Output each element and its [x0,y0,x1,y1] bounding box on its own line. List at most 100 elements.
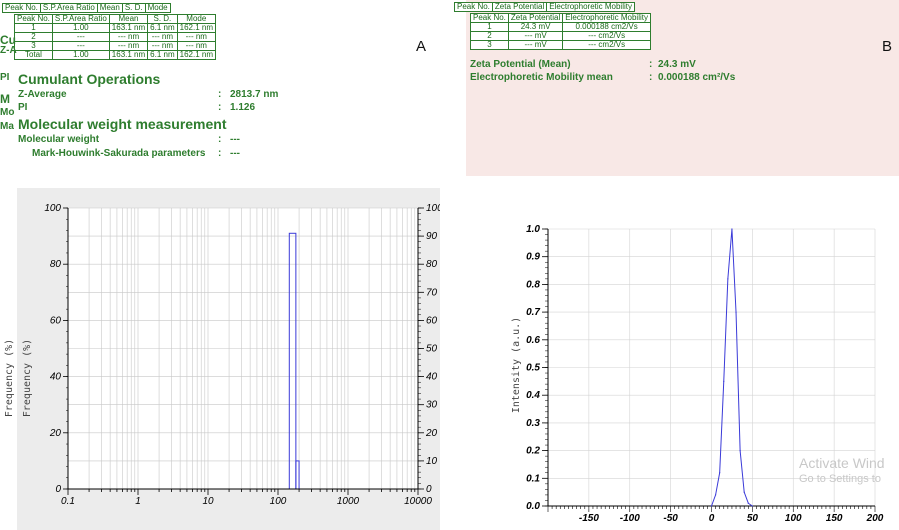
table-cell: 162.1 nm [176,50,216,60]
table-cell: 163.1 nm [108,50,149,60]
panel-a-label: A [416,38,427,55]
em-mean-value: 0.000188 cm²/Vs [658,72,736,83]
x-tick-label: -100 [620,513,640,524]
y-tick-label: 20 [49,428,62,439]
mhs-label: Mark-Houwink-Sakurada parameters [32,148,206,159]
overlap-fragment: Ma [0,121,14,132]
zeta-tab: Zeta Potential [491,2,548,12]
x-tick-label: 10 [202,496,214,507]
y2-tick-label: 30 [426,400,438,411]
mw-sep: : [218,134,222,145]
pi-value: 1.126 [230,102,256,113]
table-cell: --- mV [507,40,564,50]
data-point [735,311,737,313]
y-tick-label: 0.6 [526,335,540,346]
y-tick-label: 0.0 [526,501,540,512]
panel-b-label: B [882,38,893,55]
em-mean-sep: : [649,72,653,83]
back-header-cell: Mode [144,3,171,13]
y-tick-label: 40 [50,372,62,383]
y-tick-label: 0.3 [526,418,540,429]
cumulant-title: Cumulant Operations [18,71,161,87]
y2-tick-label: 0 [426,484,432,495]
data-point [751,505,753,507]
y2-tick-label: 80 [426,259,438,270]
y-axis-label-echo: Frequency (%) [22,339,33,417]
em-mean-label: Electrophoretic Mobility mean [470,72,613,83]
zeta-mean-label: Zeta Potential (Mean) [470,59,571,70]
mhs-value: --- [230,148,240,159]
y-axis-label: Frequency (%) [4,339,15,417]
zeta-stats-table: Peak No. Zeta Potential Electrophoretic Mo… [470,13,651,50]
table-cell: 6.1 nm [147,50,178,60]
data-point [723,380,725,382]
y-axis-label: Intensity (a.u.) [511,317,522,413]
overlap-fragment: Z-A [0,45,17,56]
y2-tick-label: 70 [426,287,438,298]
overlap-fragment: Mo [0,107,15,118]
zeta-mean-value: 24.3 mV [658,59,696,70]
back-header-cell: Peak No. [2,3,41,13]
y2-tick-label: 60 [426,315,438,326]
data-point [731,228,733,230]
y-tick-label: 0.4 [526,390,540,401]
data-point [747,502,749,504]
x-tick-label: 1 [135,496,141,507]
back-header-cell: S.P.Area Ratio [39,3,98,13]
y2-tick-label: 10 [426,456,438,467]
z-average-sep: : [218,89,222,100]
data-point [743,491,745,493]
y-tick-label: 0.9 [526,252,540,263]
back-header-cell: S. D. [121,3,146,13]
pi-sep: : [218,102,222,113]
table-row: 3 --- mV --- cm2/Vs [470,40,651,50]
zeta-mean-sep: : [649,59,653,70]
y2-tick-label: 40 [426,372,438,383]
y-tick-label: 60 [50,315,62,326]
zeta-tab: Electrophoretic Mobility [546,2,635,12]
watermark-line1: Activate Wind [799,455,885,471]
table-cell: 3 [470,40,509,50]
table-cell: --- cm2/Vs [562,40,651,50]
x-tick-label: -50 [663,513,678,524]
y-tick-label: 100 [44,203,61,214]
watermark-line2: Go to Settings to [799,473,881,485]
x-tick-label: 100 [270,496,287,507]
back-header-cell: Mean [96,3,123,13]
data-point [719,472,721,474]
mw-title: Molecular weight measurement [18,116,227,132]
x-tick-label: 100 [785,513,802,524]
size-distribution-chart: 0.1 1 10 100 1000 100000204060801000102030405… [4,188,440,530]
table-row: Total 1.00 163.1 nm 6.1 nm 162.1 nm [14,50,216,60]
x-tick-label: 1000 [337,496,360,507]
x-tick-label: 150 [826,513,843,524]
y-tick-label: 0.2 [526,446,540,457]
z-average-value: 2813.7 nm [230,89,279,100]
y-tick-label: 0.1 [526,473,540,484]
zeta-tabs: Peak No. Zeta Potential Electrophoretic Mo… [454,2,635,12]
x-tick-label: 0 [709,513,715,524]
panel-a-report: Peak No. S.P.Area Ratio Mean S. D. Mode Peak… [0,0,440,180]
x-tick-label: 50 [747,513,759,524]
back-header-strip: Peak No. S.P.Area Ratio Mean S. D. Mode [2,3,171,13]
y2-tick-label: 100 [426,203,440,214]
y-tick-label: 80 [50,259,62,270]
overlap-fragment: M [0,92,10,106]
panel-b-report: Peak No. Zeta Potential Electrophoretic Mo… [454,0,899,176]
y2-tick-label: 20 [425,428,438,439]
x-tick-label: 0.1 [61,496,75,507]
y-tick-label: 0 [55,484,61,495]
zeta-tab: Peak No. [454,2,493,12]
table-cell: Total [14,50,53,60]
activate-windows-watermark: Activate Wind Go to Settings to [799,455,885,485]
x-tick-label: 200 [866,513,884,524]
x-tick-label: 10000 [404,496,432,507]
y-tick-label: 1.0 [526,224,540,235]
y2-tick-label: 90 [426,231,438,242]
zeta-distribution-chart: -150 -100 -50 0 50 100 150 200 0.0 0.1 0.2 0.3 0.4 0.… [511,224,884,524]
z-average-label: Z-Average [18,89,67,100]
y-tick-label: 0.8 [526,279,540,290]
size-stats-table: Peak No. S.P.Area Ratio Mean S. D. Mode 1 1.0… [14,14,216,60]
mw-value: --- [230,134,240,145]
mhs-sep: : [218,148,222,159]
